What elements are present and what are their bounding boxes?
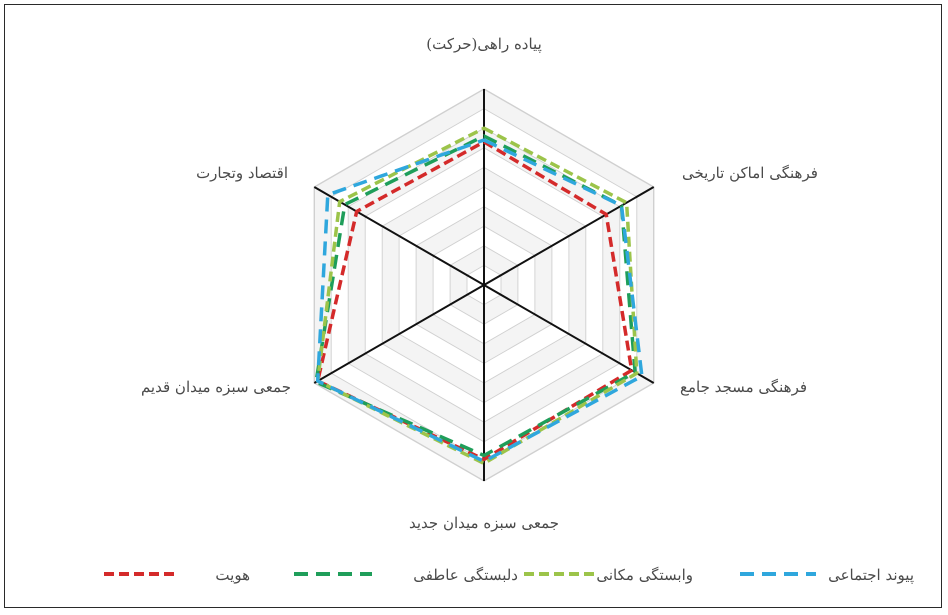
series-line-1: [314, 134, 637, 458]
legend-item-0: هویت: [104, 566, 250, 584]
radar-series: [314, 126, 644, 466]
axis-spoke-1: [483, 186, 655, 286]
legend-item-1: دلبستگی عاطفی: [294, 566, 518, 584]
axis-label-4: جمعی سبزه میدان قدیم: [141, 378, 291, 396]
series-line-0: [315, 140, 634, 462]
axis-label-5: اقتصاد وتجارت: [196, 164, 288, 182]
axis-label-1: فرهنگی اماکن تاریخی: [682, 164, 818, 182]
axis-label-3: جمعی سبزه میدان جدید: [409, 514, 559, 532]
radar-spokes: [313, 89, 655, 481]
legend-label-0: هویت: [215, 566, 250, 584]
axis-spoke-2: [483, 284, 655, 384]
legend-label-2: وابستگی مکانی: [596, 566, 693, 584]
legend-item-2: وابستگی مکانی: [524, 566, 693, 584]
legend-label-3: پیوند اجتماعی: [828, 566, 914, 584]
series-line-2: [315, 126, 639, 466]
axis-spoke-4: [313, 284, 485, 384]
axis-spoke-5: [313, 186, 485, 286]
axis-label-2: فرهنگی مسجد جامع: [680, 378, 807, 396]
axis-label-0: پیاده راهی(حرکت): [426, 35, 542, 53]
legend-item-3: پیوند اجتماعی: [740, 566, 914, 584]
legend: هویت دلبستگی عاطفی وابستگی مکانی پیوند ا…: [104, 566, 914, 584]
legend-label-1: دلبستگی عاطفی: [413, 566, 518, 584]
